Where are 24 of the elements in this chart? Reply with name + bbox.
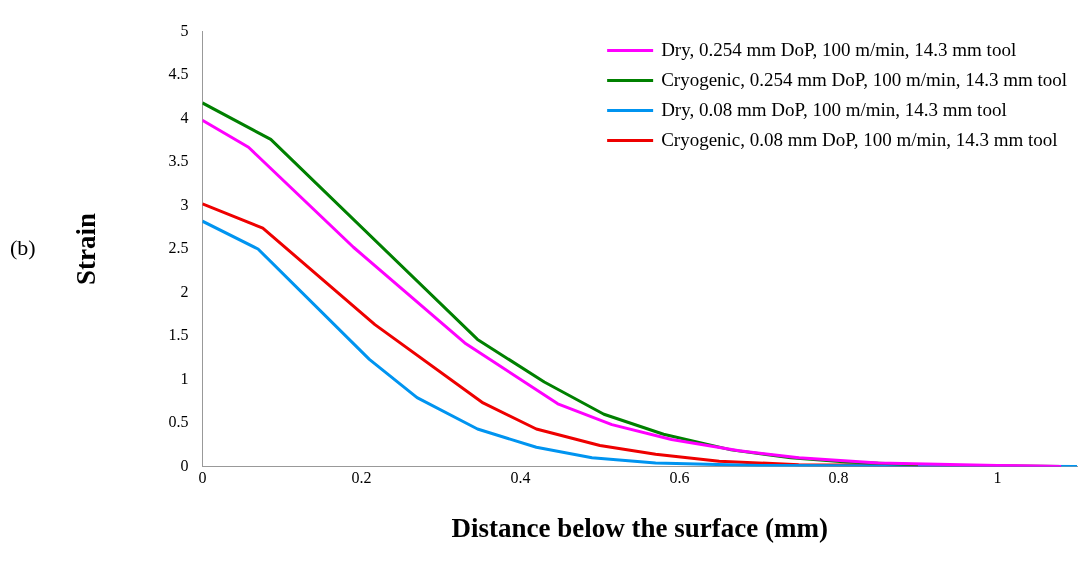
y-tick-label: 3 xyxy=(180,195,189,213)
x-tick-label: 0.8 xyxy=(828,469,849,487)
legend-label: Dry, 0.08 mm DoP, 100 m/min, 14.3 mm tool xyxy=(661,98,1007,120)
y-tick-label: 0.5 xyxy=(168,413,189,431)
y-tick-label: 1.5 xyxy=(168,326,189,344)
legend-label: Dry, 0.254 mm DoP, 100 m/min, 14.3 mm tool xyxy=(661,38,1017,60)
y-tick-label: 3.5 xyxy=(168,152,189,170)
x-tick-label: 0.2 xyxy=(351,469,372,487)
y-tick-label: 4.5 xyxy=(168,65,189,83)
text: (b) xyxy=(10,234,36,260)
y-tick-label: 4 xyxy=(180,108,189,126)
x-axis-title: Distance below the surface (mm) xyxy=(451,512,828,543)
x-tick-label: 0 xyxy=(198,469,207,487)
legend-label: Cryogenic, 0.08 mm DoP, 100 m/min, 14.3 mm tool xyxy=(661,128,1058,150)
y-tick-label: 2 xyxy=(180,282,189,300)
y-tick-label: 1 xyxy=(180,369,189,387)
legend-label: Cryogenic, 0.254 mm DoP, 100 m/min, 14.3 mm tool xyxy=(661,68,1068,90)
x-tick-label: 1 xyxy=(993,469,1002,487)
y-axis-title: Strain xyxy=(71,212,102,286)
x-tick-label: 0.4 xyxy=(510,469,531,487)
y-tick-label: 0 xyxy=(180,456,189,474)
y-tick-label: 5 xyxy=(180,21,189,39)
y-tick-label: 2.5 xyxy=(168,239,189,257)
x-tick-label: 0.6 xyxy=(669,469,690,487)
